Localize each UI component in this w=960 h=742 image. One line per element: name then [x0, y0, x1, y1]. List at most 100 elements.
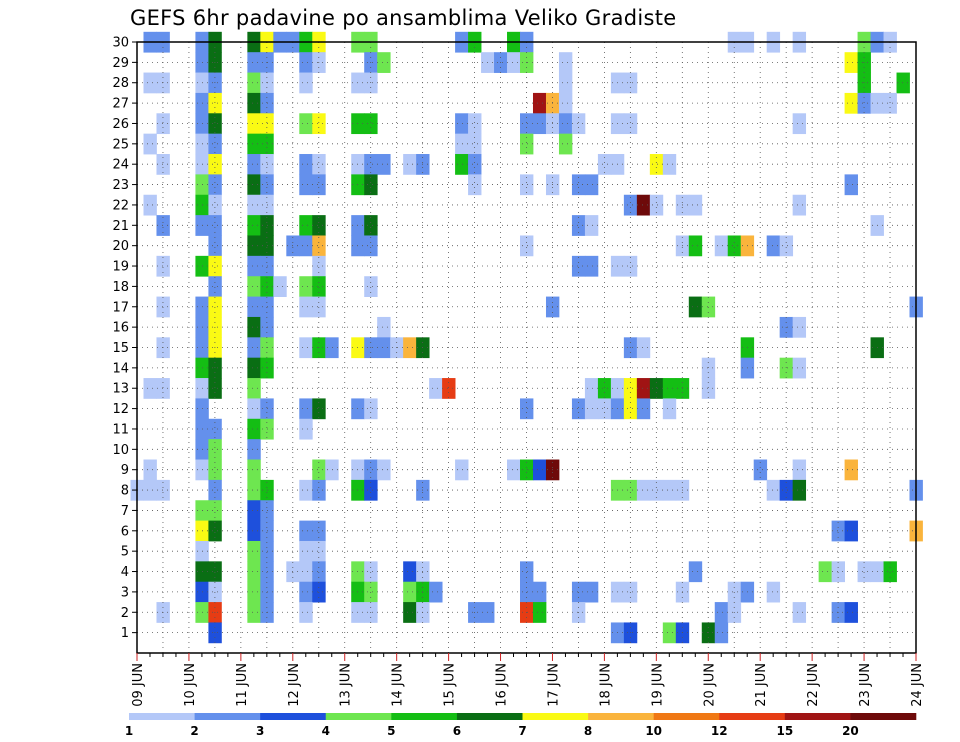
heatmap-cell [299, 113, 313, 135]
heatmap-cell [143, 479, 157, 501]
heatmap-cell [507, 52, 521, 73]
heatmap-cell [377, 154, 391, 175]
heatmap-cell [857, 561, 871, 583]
heatmap-cell [455, 133, 469, 155]
heatmap-cell [403, 337, 417, 359]
y-tick-label: 30 [112, 36, 129, 51]
colorbar-label: 20 [842, 724, 859, 738]
heatmap-cell [143, 72, 157, 94]
y-tick-label: 17 [112, 300, 129, 315]
heatmap-cell [688, 235, 703, 257]
heatmap-cell [649, 378, 664, 399]
x-axis: 09 JUN 10 JUN 11 JUN 12 JUN 13 JUN 14 JUN 15 J… [131, 653, 925, 707]
heatmap-cell [247, 255, 261, 277]
heatmap-cell [520, 459, 534, 481]
colorbar-label: 15 [776, 724, 793, 738]
x-tick-label: 15 JUN [443, 663, 458, 707]
heatmap-cell [714, 622, 729, 644]
heatmap-cell [247, 540, 261, 562]
heatmap-cell [208, 479, 222, 501]
heatmap-cell [247, 113, 261, 135]
heatmap-cell [636, 398, 651, 420]
y-tick-label: 14 [112, 361, 129, 376]
heatmap-cell [208, 113, 222, 135]
heatmap-cell [429, 581, 443, 603]
heatmap-cell [208, 439, 222, 460]
heatmap-cell [156, 255, 170, 277]
heatmap-cell [208, 357, 222, 379]
heatmap-cell [792, 479, 807, 501]
heatmap-cell [156, 154, 170, 175]
heatmap-cell [558, 113, 573, 135]
heatmap-cell [701, 378, 716, 399]
heatmap-cell [844, 602, 858, 623]
heatmap-cell [208, 215, 222, 236]
heatmap-cell [364, 398, 378, 420]
heatmap-cell [208, 296, 222, 318]
heatmap-cell [325, 459, 339, 481]
heatmap-cell [312, 561, 326, 583]
colorbar-swatch [850, 713, 917, 720]
heatmap-cell [636, 479, 651, 501]
heatmap-cell [623, 378, 638, 399]
heatmap-cell [766, 235, 781, 257]
heatmap-cell [312, 479, 326, 501]
heatmap-cell [156, 378, 170, 399]
y-tick-label: 6 [121, 524, 129, 539]
x-tick-label: 18 JUN [598, 663, 613, 707]
heatmap-cell [247, 194, 261, 216]
heatmap-cell [143, 378, 157, 399]
heatmap-cell [299, 52, 313, 73]
heatmap-cell [649, 479, 664, 501]
x-tick-label: 17 JUN [546, 663, 561, 707]
heatmap-cell [312, 398, 326, 420]
heatmap-cell [792, 357, 807, 379]
heatmap-cell [532, 92, 547, 114]
heatmap-cell [208, 276, 222, 297]
heatmap-cell [377, 459, 391, 481]
colorbar-swatch [784, 713, 851, 720]
y-tick-label: 20 [112, 239, 129, 254]
heatmap-cell [247, 174, 261, 196]
heatmap-cell [857, 92, 871, 114]
heatmap-cell [299, 581, 313, 603]
heatmap-cell [779, 479, 794, 501]
y-tick-label: 9 [121, 463, 129, 478]
heatmap-cell [584, 398, 599, 420]
heatmap-cell [247, 561, 261, 583]
heatmap-cell [779, 235, 794, 257]
heatmap-cell [636, 378, 651, 399]
colorbar-swatch [522, 713, 589, 720]
heatmap-cell [701, 296, 716, 318]
y-tick-label: 19 [112, 260, 129, 275]
heatmap-cell [247, 459, 261, 481]
colorbar-label: 3 [256, 724, 264, 738]
heatmap-cell [766, 479, 781, 501]
heatmap-cell [208, 500, 222, 522]
heatmap-cell [532, 459, 547, 481]
heatmap-cell [727, 235, 742, 257]
heatmap-cell [883, 561, 897, 583]
heatmap-cell [662, 398, 677, 420]
heatmap-cell [312, 174, 326, 196]
colorbar-swatch [325, 713, 392, 720]
heatmap-cell [597, 398, 612, 420]
heatmap-cell [247, 520, 261, 542]
heatmap-cell [584, 581, 599, 603]
colorbar-label: 4 [322, 724, 330, 738]
heatmap-cell [364, 113, 378, 135]
heatmap-cell [247, 439, 261, 460]
y-tick-label: 1 [121, 626, 129, 641]
colorbar-label: 10 [645, 724, 662, 738]
heatmap-cell [299, 174, 313, 196]
heatmap-cell [208, 235, 222, 257]
heatmap-cell [844, 52, 858, 73]
heatmap-cell [468, 174, 482, 196]
heatmap-cell [623, 255, 638, 277]
heatmap-cell [649, 154, 664, 175]
heatmap-cell [299, 520, 313, 542]
heatmap-cell [299, 215, 313, 236]
x-tick-label: 14 JUN [391, 663, 406, 707]
heatmap-cell [208, 92, 222, 114]
heatmap-cell [208, 520, 222, 542]
